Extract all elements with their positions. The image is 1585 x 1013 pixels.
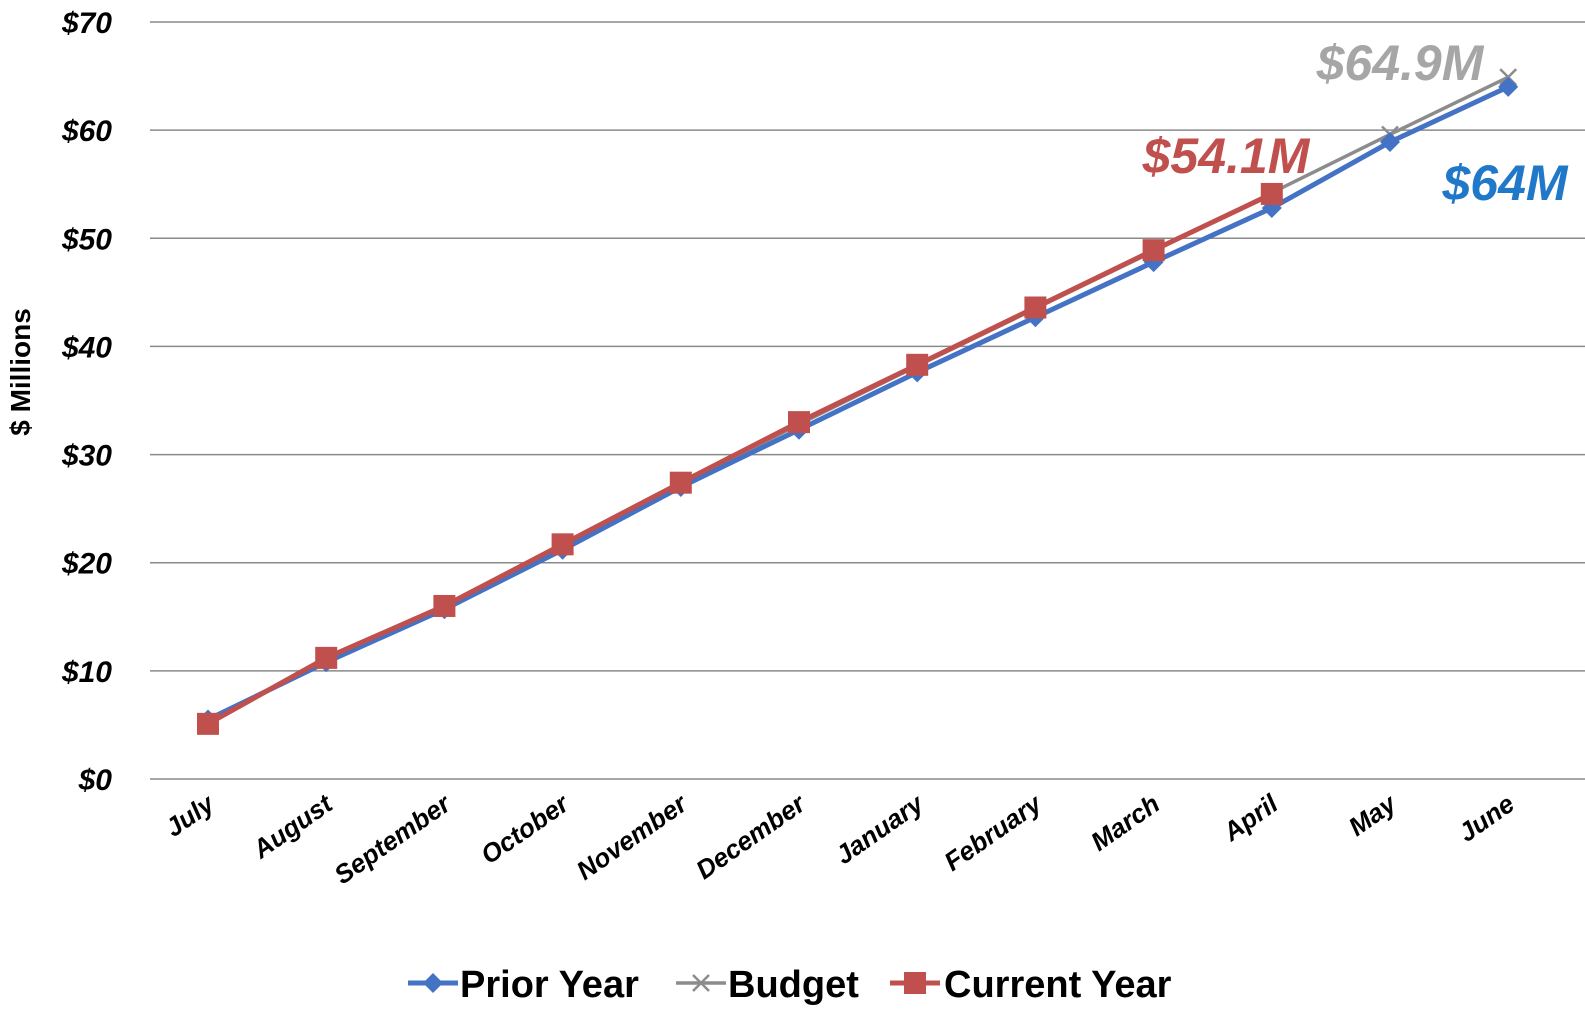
y-tick-label: $60 xyxy=(61,115,112,148)
series-current-year xyxy=(197,182,1283,735)
legend-item: Current Year xyxy=(890,964,1172,1006)
x-tick-label: November xyxy=(571,787,694,886)
gridlines xyxy=(150,21,1585,780)
x-tick-label: January xyxy=(830,787,930,870)
data-point xyxy=(788,411,810,434)
data-point xyxy=(906,353,929,376)
data-point xyxy=(669,471,692,494)
data-point xyxy=(1498,76,1519,97)
x-tick-label: December xyxy=(690,787,812,885)
annotations: $64.9M$54.1M $64M xyxy=(1142,35,1569,211)
annotation-label: $54.1M xyxy=(1142,128,1311,184)
y-tick-label: $0 xyxy=(78,764,113,797)
legend-item: Prior Year xyxy=(408,964,639,1006)
data-point xyxy=(1260,182,1283,205)
y-tick-label: $20 xyxy=(61,548,112,581)
x-tick-label: June xyxy=(1453,788,1520,847)
data-point xyxy=(315,646,338,669)
x-tick-label: August xyxy=(246,788,338,865)
x-tick-label: July xyxy=(160,787,221,842)
annotation-label: $64M xyxy=(1441,155,1568,211)
data-point xyxy=(692,974,710,992)
y-axis-label: $ Millions xyxy=(5,308,36,436)
series-prior-year xyxy=(198,76,1519,730)
x-tick-label: February xyxy=(938,787,1048,876)
series-line xyxy=(206,84,1510,722)
x-tick-label: May xyxy=(1343,787,1403,841)
y-tick-label: $30 xyxy=(61,440,112,473)
data-point xyxy=(197,712,219,735)
x-tick-label: September xyxy=(329,787,458,890)
legend-label: Prior Year xyxy=(460,964,639,1006)
legend: Prior Year Budget Current Year xyxy=(408,964,1172,1006)
data-point xyxy=(1142,239,1165,262)
data-point xyxy=(1024,296,1047,319)
x-tick-label: April xyxy=(1217,788,1284,848)
x-tick-label: March xyxy=(1085,788,1165,856)
y-tick-label: $10 xyxy=(61,656,112,689)
data-point xyxy=(433,594,456,617)
legend-label: Budget xyxy=(728,964,859,1006)
y-axis-ticks: $0 $10 $20 $30 $40 $50 $60 $70 xyxy=(61,7,112,797)
data-point xyxy=(551,533,574,556)
legend-label: Current Year xyxy=(944,964,1172,1006)
y-tick-label: $70 xyxy=(61,7,112,40)
legend-item: Budget xyxy=(676,964,859,1006)
y-tick-label: $50 xyxy=(61,223,112,256)
annotation-label: $64.9M xyxy=(1316,35,1485,91)
data-point xyxy=(1380,132,1400,153)
y-tick-label: $40 xyxy=(61,331,112,364)
data-point xyxy=(904,972,926,994)
data-point xyxy=(423,973,443,993)
series-line xyxy=(206,191,1273,727)
x-tick-label: October xyxy=(475,787,575,870)
series-group xyxy=(197,68,1519,735)
